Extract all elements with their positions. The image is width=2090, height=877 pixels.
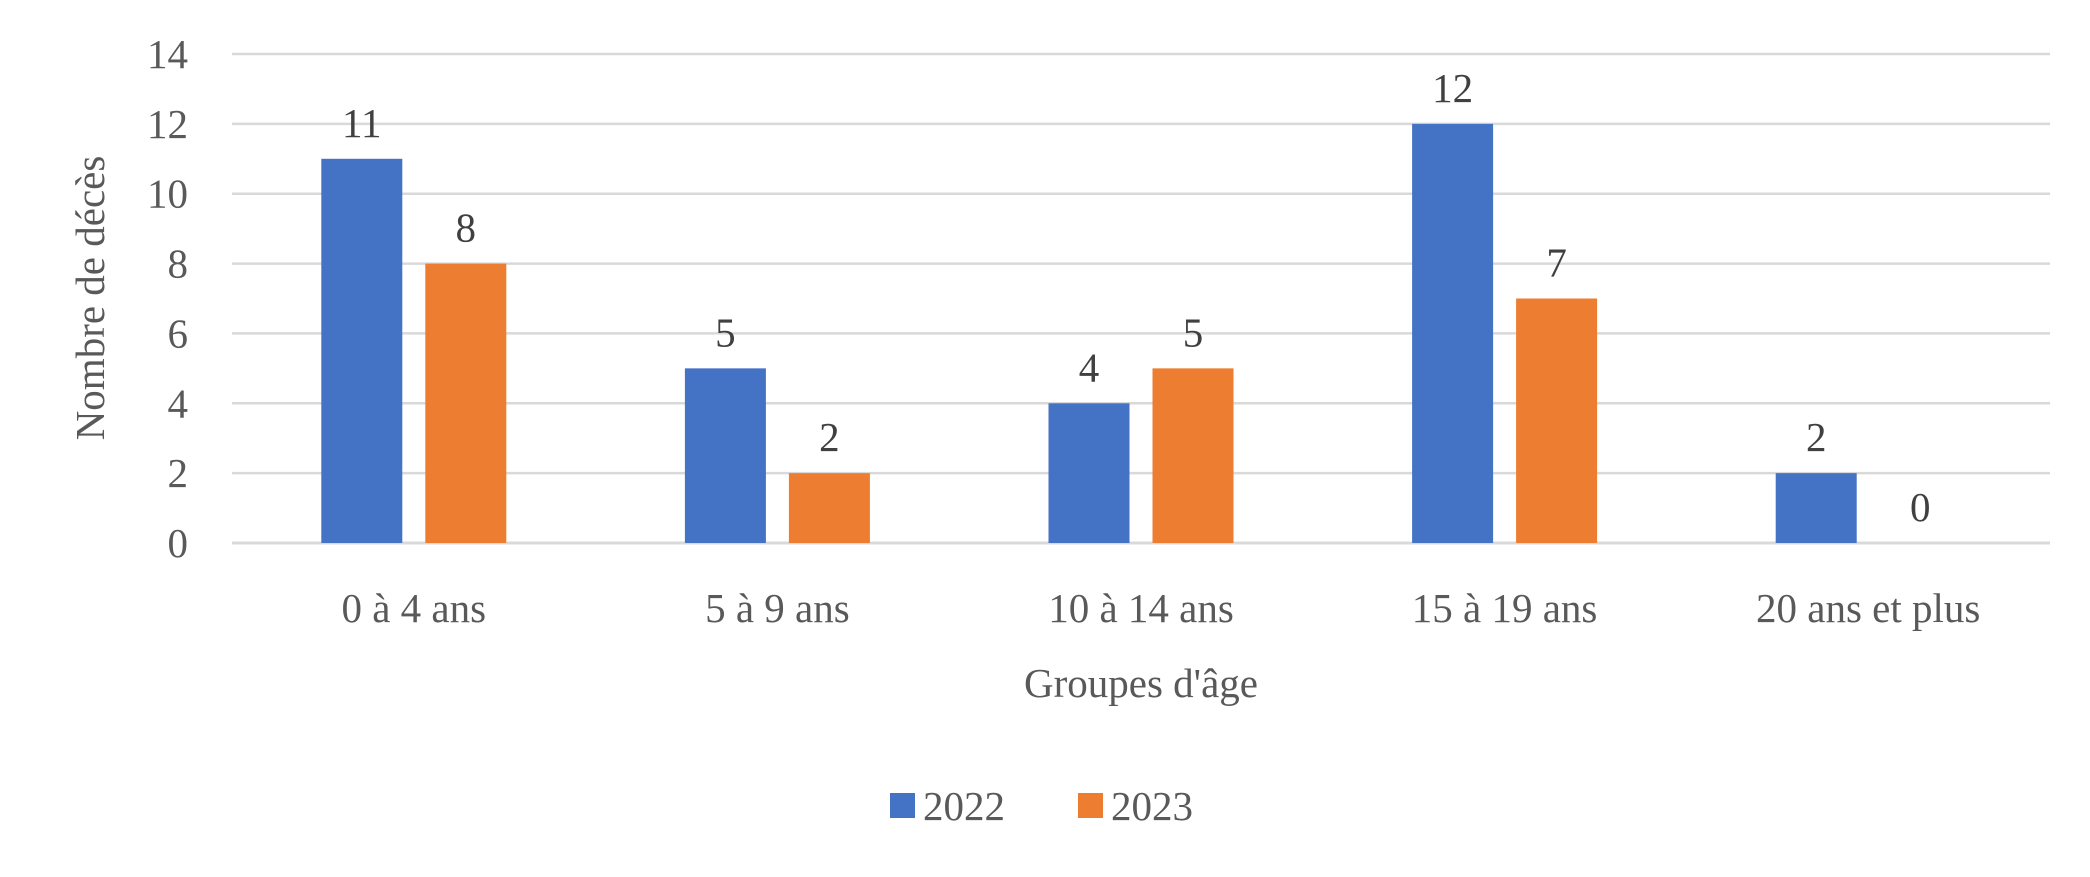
y-axis-ticks: 0 2 4 6 8 10 12 14	[147, 31, 188, 566]
bar-2023	[788, 473, 870, 543]
y-tick-label: 8	[168, 241, 189, 287]
legend-label-2023: 2023	[1111, 783, 1193, 829]
bar-2023	[425, 263, 507, 543]
data-label: 0	[1910, 484, 1931, 530]
y-axis-title: Nombre de décès	[67, 156, 113, 441]
data-label: 8	[456, 205, 477, 251]
legend-swatch-2022	[890, 793, 915, 818]
y-tick-label: 6	[168, 310, 189, 356]
data-label: 5	[1183, 309, 1204, 355]
bar-2022	[684, 368, 766, 543]
y-tick-label: 12	[147, 101, 188, 147]
x-tick-label: 0 à 4 ans	[341, 585, 486, 631]
legend: 2022 2023	[890, 783, 1193, 829]
y-tick-label: 14	[147, 31, 188, 77]
legend-label-2022: 2022	[923, 783, 1005, 829]
bar-2022	[1412, 123, 1494, 543]
y-tick-label: 0	[168, 520, 189, 566]
y-tick-label: 4	[168, 380, 189, 426]
bar-2022	[321, 158, 403, 544]
data-label: 5	[715, 309, 736, 355]
bar-2022	[1775, 473, 1857, 543]
x-tick-label: 5 à 9 ans	[705, 585, 850, 631]
bar-2022	[1048, 403, 1130, 543]
data-label: 12	[1432, 65, 1473, 111]
x-axis-ticks: 0 à 4 ans 5 à 9 ans 10 à 14 ans 15 à 19 ans…	[341, 585, 1980, 631]
x-tick-label: 20 ans et plus	[1756, 585, 1980, 631]
y-tick-label: 10	[147, 171, 188, 217]
data-label: 2	[819, 414, 840, 460]
x-axis-title: Groupes d'âge	[1024, 660, 1258, 706]
gridlines	[232, 52, 2050, 545]
bars: 11 8 5 2 4 5 12 7 2 0	[321, 65, 1931, 544]
data-label: 7	[1546, 240, 1567, 286]
y-tick-label: 2	[168, 450, 189, 496]
data-label: 2	[1806, 414, 1827, 460]
x-tick-label: 15 à 19 ans	[1412, 585, 1598, 631]
bar-2023	[1152, 368, 1234, 543]
data-label: 11	[342, 100, 381, 146]
x-tick-label: 10 à 14 ans	[1048, 585, 1234, 631]
data-label: 4	[1079, 344, 1100, 390]
legend-swatch-2023	[1078, 793, 1103, 818]
bar-2023	[1516, 298, 1598, 543]
